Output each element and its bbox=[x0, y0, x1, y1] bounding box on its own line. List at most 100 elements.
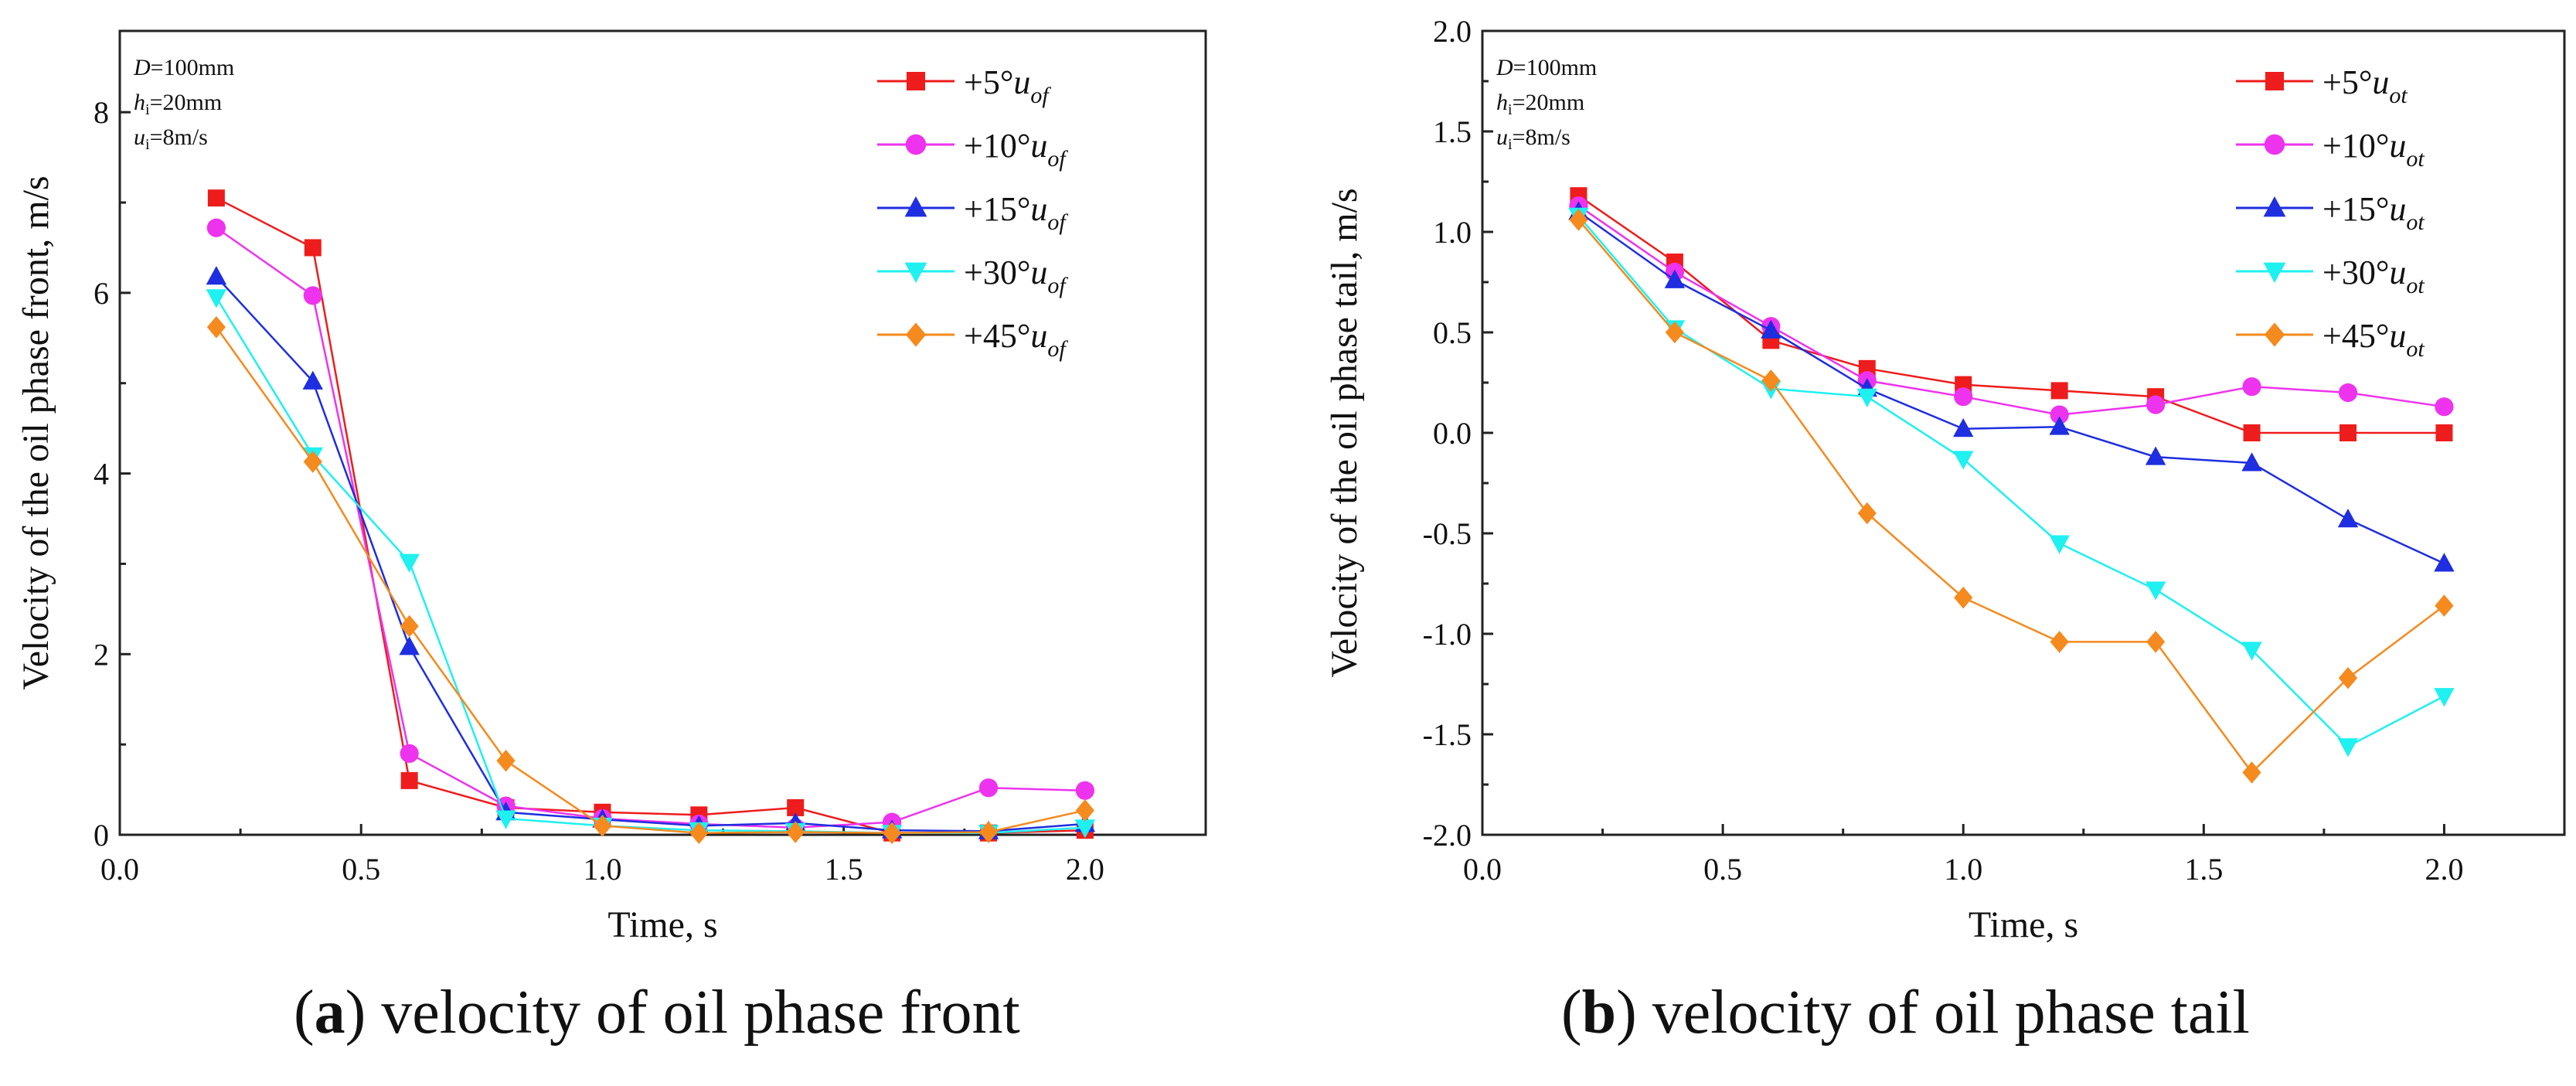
y-tick-label: 1.0 bbox=[1433, 215, 1472, 250]
y-tick-label: 6 bbox=[94, 276, 109, 311]
series-line bbox=[216, 226, 1085, 829]
data-point bbox=[304, 239, 322, 257]
annotation-2: hi=20mm bbox=[1496, 90, 1584, 118]
legend-entry-label: +45°uof bbox=[964, 317, 1068, 362]
data-point bbox=[2337, 509, 2359, 528]
annotation-3: ui=8m/s bbox=[134, 124, 208, 153]
series-line bbox=[216, 197, 1085, 834]
data-point bbox=[1075, 781, 1094, 800]
x-tick-label: 0.5 bbox=[1703, 852, 1742, 887]
data-point bbox=[2050, 631, 2069, 653]
series-2 bbox=[206, 218, 1094, 837]
data-point bbox=[2434, 688, 2455, 707]
x-tick-label: 1.5 bbox=[825, 852, 863, 887]
data-point bbox=[206, 266, 227, 285]
data-point bbox=[2241, 452, 2262, 472]
data-point bbox=[2049, 416, 2070, 435]
data-point bbox=[207, 189, 225, 207]
chart-panel-b: 0.0 0.5 1.0 1.5 2.0 -2.0 -1.5 -1.0 -0.5 0.0 0.5 1.0… bbox=[1324, 14, 2566, 945]
data-point bbox=[787, 798, 805, 816]
series-3 bbox=[1568, 201, 2455, 572]
legend-entry-label: +30°uof bbox=[964, 254, 1068, 298]
y-tick-label: -1.0 bbox=[1423, 617, 1472, 652]
legend-entry-label: +30°uot bbox=[2322, 254, 2425, 298]
data-point bbox=[1857, 502, 1877, 525]
data-point bbox=[1074, 819, 1096, 839]
y-axis-label: Velocity of the oil phase front, m/s bbox=[15, 175, 56, 689]
legend-marker bbox=[2263, 196, 2286, 217]
x-axis-label: Time, s bbox=[607, 904, 717, 945]
legend-entry-label: +15°uof bbox=[964, 190, 1068, 235]
data-point bbox=[593, 815, 612, 837]
series-line bbox=[215, 275, 1085, 832]
series-line bbox=[1577, 210, 2445, 565]
data-point bbox=[2242, 761, 2261, 784]
series-3 bbox=[206, 266, 1096, 839]
annotation-1: D=100mm bbox=[133, 55, 234, 80]
data-point bbox=[689, 822, 709, 844]
legend-entry-label: +10°uof bbox=[964, 127, 1068, 172]
data-point bbox=[1953, 451, 1974, 470]
data-point bbox=[2337, 738, 2359, 757]
legend-marker bbox=[2265, 72, 2284, 90]
x-tick-label: 2.0 bbox=[2425, 852, 2463, 887]
x-tick-label: 1.5 bbox=[2184, 852, 2223, 887]
annotation-3: ui=8m/s bbox=[1496, 124, 1570, 153]
chart-panel-a: 0.0 0.5 1.0 1.5 2.0 0 2 4 6 8 Time, s Velocity of t… bbox=[15, 29, 1207, 945]
data-point bbox=[1856, 388, 1877, 407]
y-tick-label: 0.0 bbox=[1433, 416, 1472, 451]
data-point bbox=[2050, 382, 2068, 400]
data-point bbox=[496, 749, 516, 772]
data-point bbox=[303, 451, 322, 473]
y-tick-label: 1.5 bbox=[1433, 114, 1472, 149]
data-point bbox=[1954, 387, 1973, 407]
caption-b: (b) velocity of oil phase tail bbox=[1561, 979, 2250, 1047]
data-point bbox=[2435, 397, 2454, 417]
data-point bbox=[400, 771, 418, 789]
series-4 bbox=[1568, 207, 2455, 757]
data-point bbox=[978, 778, 999, 798]
legend-entry-label: +45°uot bbox=[2322, 317, 2425, 362]
legend-entry-label: +5°uot bbox=[2322, 63, 2408, 108]
data-point bbox=[2146, 631, 2166, 653]
data-point bbox=[978, 821, 999, 843]
data-point bbox=[2338, 666, 2358, 689]
data-point bbox=[206, 289, 227, 308]
series-line bbox=[1577, 205, 2445, 416]
data-point bbox=[2435, 424, 2453, 441]
y-tick-label: -0.5 bbox=[1423, 516, 1472, 551]
data-point bbox=[883, 822, 902, 844]
data-point bbox=[206, 218, 226, 237]
data-point bbox=[400, 614, 419, 638]
data-point bbox=[1569, 209, 1588, 231]
data-point bbox=[2145, 581, 2166, 601]
data-point bbox=[2243, 424, 2261, 441]
data-point bbox=[2050, 405, 2069, 424]
annotation-2: hi=20mm bbox=[134, 90, 222, 118]
legend: +5°uof +10°uof +15°uof +30°uof +45°uof bbox=[877, 63, 1068, 362]
x-tick-label: 0.0 bbox=[100, 852, 139, 887]
series-5 bbox=[1569, 209, 2454, 784]
data-point bbox=[2241, 642, 2262, 661]
plot-frame bbox=[118, 29, 1207, 836]
series-4 bbox=[206, 289, 1096, 844]
legend-marker bbox=[2264, 134, 2285, 155]
data-point bbox=[2145, 446, 2166, 465]
legend-entry-label: +15°uot bbox=[2322, 190, 2425, 235]
legend-marker bbox=[2263, 262, 2286, 283]
legend-marker bbox=[905, 134, 927, 155]
y-tick-label: 0 bbox=[94, 818, 109, 853]
data-point bbox=[399, 553, 420, 573]
data-point bbox=[1954, 586, 1973, 609]
legend-marker bbox=[904, 262, 927, 283]
data-point bbox=[2338, 383, 2358, 403]
data-point bbox=[2339, 424, 2357, 441]
x-tick-label: 0.5 bbox=[342, 852, 380, 887]
data-point bbox=[206, 315, 226, 339]
legend-marker bbox=[907, 72, 925, 90]
data-point bbox=[786, 821, 805, 843]
data-point bbox=[2434, 553, 2455, 572]
legend-marker bbox=[905, 322, 927, 347]
x-tick-label: 2.0 bbox=[1066, 852, 1104, 887]
